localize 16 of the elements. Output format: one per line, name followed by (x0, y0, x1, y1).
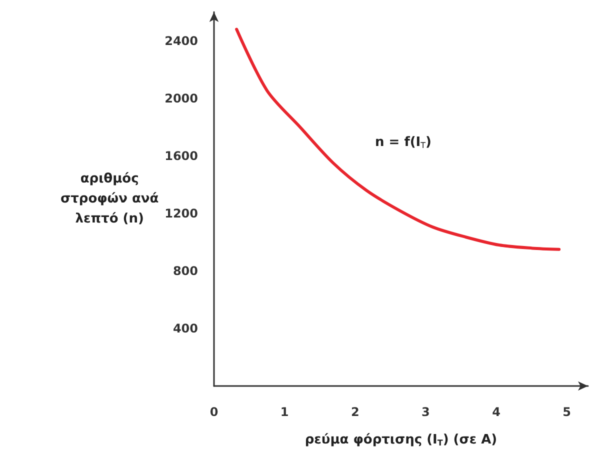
y-tick-label: 400 (172, 321, 198, 336)
line-series (235, 28, 561, 251)
x-tick-label: 0 (210, 405, 218, 419)
x-axis-title: ρεύμα φόρτισης (IT) (σε A) (304, 432, 498, 448)
x-tick-label: 3 (422, 405, 430, 419)
y-axis-title: αριθμός στροφών ανά λεπτό (n) (60, 172, 159, 226)
x-tick-label: 1 (280, 405, 289, 419)
y-tick-label: 1200 (164, 206, 198, 220)
x-tick-label: 4 (492, 405, 500, 419)
y-tick-label: 800 (172, 264, 198, 278)
y-tick-label: 1600 (164, 148, 198, 163)
x-tick-label: 2 (350, 405, 360, 419)
annotation: n = f(IT) (375, 135, 432, 150)
y-tick-label: 2000 (164, 91, 198, 106)
y-tick-label: 2400 (164, 34, 198, 48)
x-tick-label: 5 (562, 405, 572, 419)
